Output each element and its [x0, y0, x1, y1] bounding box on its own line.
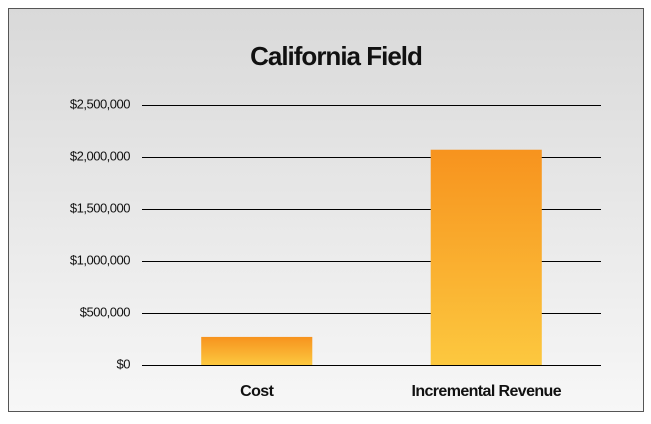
- x-tick-label: Cost: [240, 383, 274, 400]
- y-tick-label: $500,000: [80, 304, 130, 319]
- bar: [430, 149, 542, 365]
- y-tick-label: $2,000,000: [70, 148, 130, 163]
- y-tick-label: $1,500,000: [70, 200, 130, 215]
- y-tick-label: $2,500,000: [70, 96, 130, 111]
- chart-title: California Field: [250, 41, 422, 71]
- y-tick-label: $1,000,000: [70, 252, 130, 267]
- x-tick-label: Incremental Revenue: [411, 383, 561, 400]
- bar: [201, 336, 313, 365]
- y-tick-label: $0: [117, 356, 131, 371]
